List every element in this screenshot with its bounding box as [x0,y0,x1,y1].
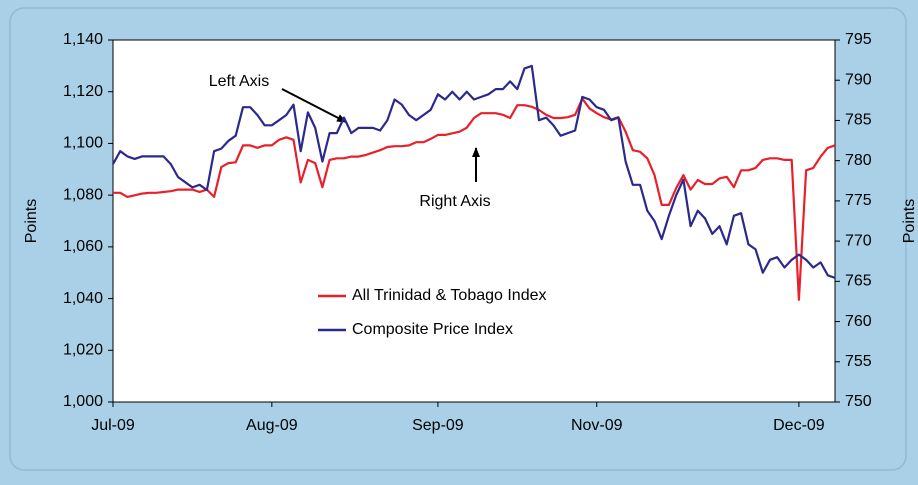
y-tick-label: 1,000 [63,393,103,410]
y-tick-label: 1,120 [63,83,103,100]
y2-tick-label: 785 [845,112,872,129]
annotation: Right Axis [419,193,490,210]
annotation: Left Axis [209,73,269,90]
x-tick-label: Aug-09 [246,417,298,434]
y2-tick-label: 775 [845,192,872,209]
y2-tick-label: 780 [845,152,872,169]
y-tick-label: 1,060 [63,238,103,255]
y2-tick-label: 795 [845,31,872,48]
x-tick-label: Dec-09 [773,417,825,434]
plot-area [112,39,836,403]
y-tick-label: 1,100 [63,135,103,152]
y2-tick-label: 755 [845,353,872,370]
line-series [113,97,836,301]
y-tick-label: 1,040 [63,290,103,307]
y2-tick-label: 765 [845,273,872,290]
y-tick-label: 1,140 [63,31,103,48]
x-tick-label: Nov-09 [571,417,623,434]
y2-tick-label: 750 [845,393,872,410]
y-tick-label: 1,080 [63,186,103,203]
x-tick-label: Jul-09 [91,417,135,434]
legend-label: Composite Price Index [352,321,513,338]
annotation-arrow [281,88,347,123]
legend-label: All Trinidad & Tobago Index [352,287,547,304]
line-series [112,64,836,279]
y2-tick-label: 760 [845,313,872,330]
y-tick-label: 1,020 [63,342,103,359]
panel-border [9,7,907,471]
x-tick-label: Sep-09 [412,417,464,434]
y-axis-title: Points [23,199,40,243]
y2-axis-title: Points [901,199,918,243]
y2-tick-label: 770 [845,232,872,249]
y2-tick-label: 790 [845,71,872,88]
